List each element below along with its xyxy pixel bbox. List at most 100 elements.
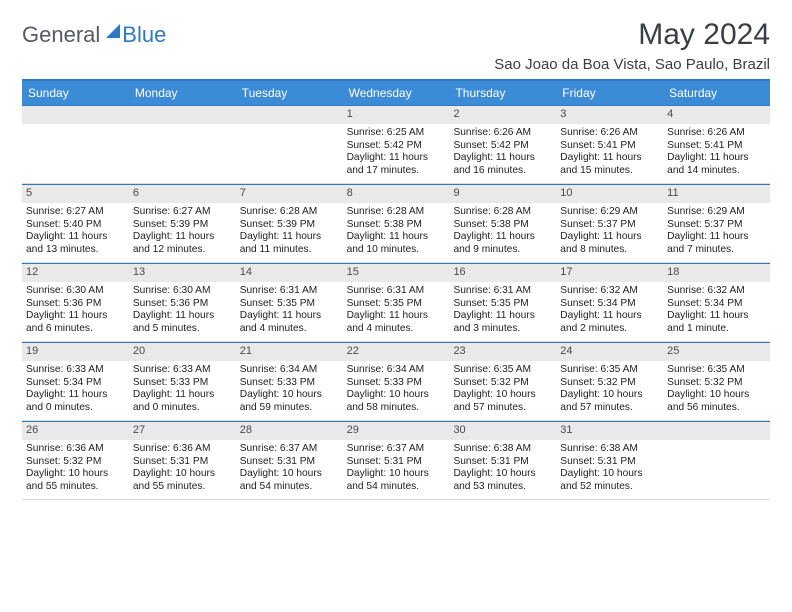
daylight-text: Daylight: 11 hours [560,310,659,323]
day-number: 17 [556,263,663,282]
day-header-row: Sunday Monday Tuesday Wednesday Thursday… [22,81,770,105]
calendar-cell: 8Sunrise: 6:28 AMSunset: 5:38 PMDaylight… [343,184,450,262]
sunrise-text: Sunrise: 6:30 AM [133,285,232,298]
calendar-cell: 15Sunrise: 6:31 AMSunset: 5:35 PMDayligh… [343,263,450,341]
sunset-text: Sunset: 5:31 PM [347,456,446,469]
sunset-text: Sunset: 5:31 PM [560,456,659,469]
daylight-text: and 0 minutes. [26,402,125,415]
day-number: 11 [663,184,770,203]
calendar-cell: 28Sunrise: 6:37 AMSunset: 5:31 PMDayligh… [236,421,343,499]
sunset-text: Sunset: 5:31 PM [133,456,232,469]
weeks-container: 1Sunrise: 6:25 AMSunset: 5:42 PMDaylight… [22,105,770,500]
sunrise-text: Sunrise: 6:35 AM [560,364,659,377]
day-head-tue: Tuesday [236,81,343,105]
sunrise-text: Sunrise: 6:25 AM [347,127,446,140]
day-number: 15 [343,263,450,282]
day-number: 3 [556,105,663,124]
calendar-cell: 30Sunrise: 6:38 AMSunset: 5:31 PMDayligh… [449,421,556,499]
header: General Blue May 2024 Sao Joao da Boa Vi… [22,18,770,73]
sunrise-text: Sunrise: 6:35 AM [453,364,552,377]
day-number: 7 [236,184,343,203]
sunset-text: Sunset: 5:32 PM [453,377,552,390]
sunrise-text: Sunrise: 6:27 AM [26,206,125,219]
day-number: 6 [129,184,236,203]
day-number: 30 [449,421,556,440]
calendar-cell: 29Sunrise: 6:37 AMSunset: 5:31 PMDayligh… [343,421,450,499]
logo-text-general: General [22,22,100,48]
daylight-text: Daylight: 11 hours [560,152,659,165]
logo-text-blue: Blue [122,22,166,48]
calendar: Sunday Monday Tuesday Wednesday Thursday… [22,79,770,500]
daylight-text: and 54 minutes. [240,481,339,494]
daylight-text: Daylight: 11 hours [453,310,552,323]
daylight-text: Daylight: 11 hours [347,231,446,244]
day-number: 1 [343,105,450,124]
sunrise-text: Sunrise: 6:32 AM [560,285,659,298]
daylight-text: and 59 minutes. [240,402,339,415]
sunrise-text: Sunrise: 6:37 AM [347,443,446,456]
calendar-cell [129,105,236,183]
daylight-text: Daylight: 10 hours [26,468,125,481]
week-row: 5Sunrise: 6:27 AMSunset: 5:40 PMDaylight… [22,184,770,263]
daylight-text: Daylight: 10 hours [560,468,659,481]
daylight-text: and 4 minutes. [240,323,339,336]
sunrise-text: Sunrise: 6:26 AM [453,127,552,140]
daylight-text: and 6 minutes. [26,323,125,336]
logo-triangle-icon [106,24,120,38]
daylight-text: and 13 minutes. [26,244,125,257]
sunrise-text: Sunrise: 6:36 AM [133,443,232,456]
calendar-cell: 16Sunrise: 6:31 AMSunset: 5:35 PMDayligh… [449,263,556,341]
sunset-text: Sunset: 5:34 PM [667,298,766,311]
day-number: 31 [556,421,663,440]
sunset-text: Sunset: 5:41 PM [560,140,659,153]
sunset-text: Sunset: 5:36 PM [26,298,125,311]
day-number: 13 [129,263,236,282]
daylight-text: and 58 minutes. [347,402,446,415]
daylight-text: and 12 minutes. [133,244,232,257]
day-head-wed: Wednesday [343,81,450,105]
daylight-text: and 3 minutes. [453,323,552,336]
daylight-text: Daylight: 10 hours [667,389,766,402]
day-number: 27 [129,421,236,440]
day-head-sun: Sunday [22,81,129,105]
daylight-text: and 57 minutes. [560,402,659,415]
daylight-text: and 0 minutes. [133,402,232,415]
day-head-mon: Monday [129,81,236,105]
sunrise-text: Sunrise: 6:31 AM [240,285,339,298]
sunset-text: Sunset: 5:36 PM [133,298,232,311]
day-number: 8 [343,184,450,203]
daylight-text: Daylight: 11 hours [560,231,659,244]
daylight-text: and 4 minutes. [347,323,446,336]
daylight-text: and 1 minute. [667,323,766,336]
sunrise-text: Sunrise: 6:29 AM [667,206,766,219]
calendar-cell: 20Sunrise: 6:33 AMSunset: 5:33 PMDayligh… [129,342,236,420]
daylight-text: and 16 minutes. [453,165,552,178]
day-number-empty [22,105,129,124]
day-head-sat: Saturday [663,81,770,105]
calendar-cell: 19Sunrise: 6:33 AMSunset: 5:34 PMDayligh… [22,342,129,420]
week-row: 26Sunrise: 6:36 AMSunset: 5:32 PMDayligh… [22,421,770,500]
calendar-cell: 7Sunrise: 6:28 AMSunset: 5:39 PMDaylight… [236,184,343,262]
daylight-text: Daylight: 11 hours [26,231,125,244]
daylight-text: Daylight: 11 hours [453,231,552,244]
daylight-text: Daylight: 11 hours [26,389,125,402]
daylight-text: and 55 minutes. [133,481,232,494]
daylight-text: Daylight: 11 hours [667,310,766,323]
day-number: 14 [236,263,343,282]
calendar-cell: 14Sunrise: 6:31 AMSunset: 5:35 PMDayligh… [236,263,343,341]
sunrise-text: Sunrise: 6:27 AM [133,206,232,219]
sunrise-text: Sunrise: 6:34 AM [347,364,446,377]
calendar-cell: 31Sunrise: 6:38 AMSunset: 5:31 PMDayligh… [556,421,663,499]
sunset-text: Sunset: 5:39 PM [133,219,232,232]
sunset-text: Sunset: 5:33 PM [133,377,232,390]
daylight-text: and 52 minutes. [560,481,659,494]
day-number: 10 [556,184,663,203]
day-number: 21 [236,342,343,361]
daylight-text: and 15 minutes. [560,165,659,178]
daylight-text: and 7 minutes. [667,244,766,257]
calendar-cell: 18Sunrise: 6:32 AMSunset: 5:34 PMDayligh… [663,263,770,341]
calendar-cell: 13Sunrise: 6:30 AMSunset: 5:36 PMDayligh… [129,263,236,341]
sunrise-text: Sunrise: 6:35 AM [667,364,766,377]
sunset-text: Sunset: 5:33 PM [347,377,446,390]
daylight-text: Daylight: 11 hours [26,310,125,323]
